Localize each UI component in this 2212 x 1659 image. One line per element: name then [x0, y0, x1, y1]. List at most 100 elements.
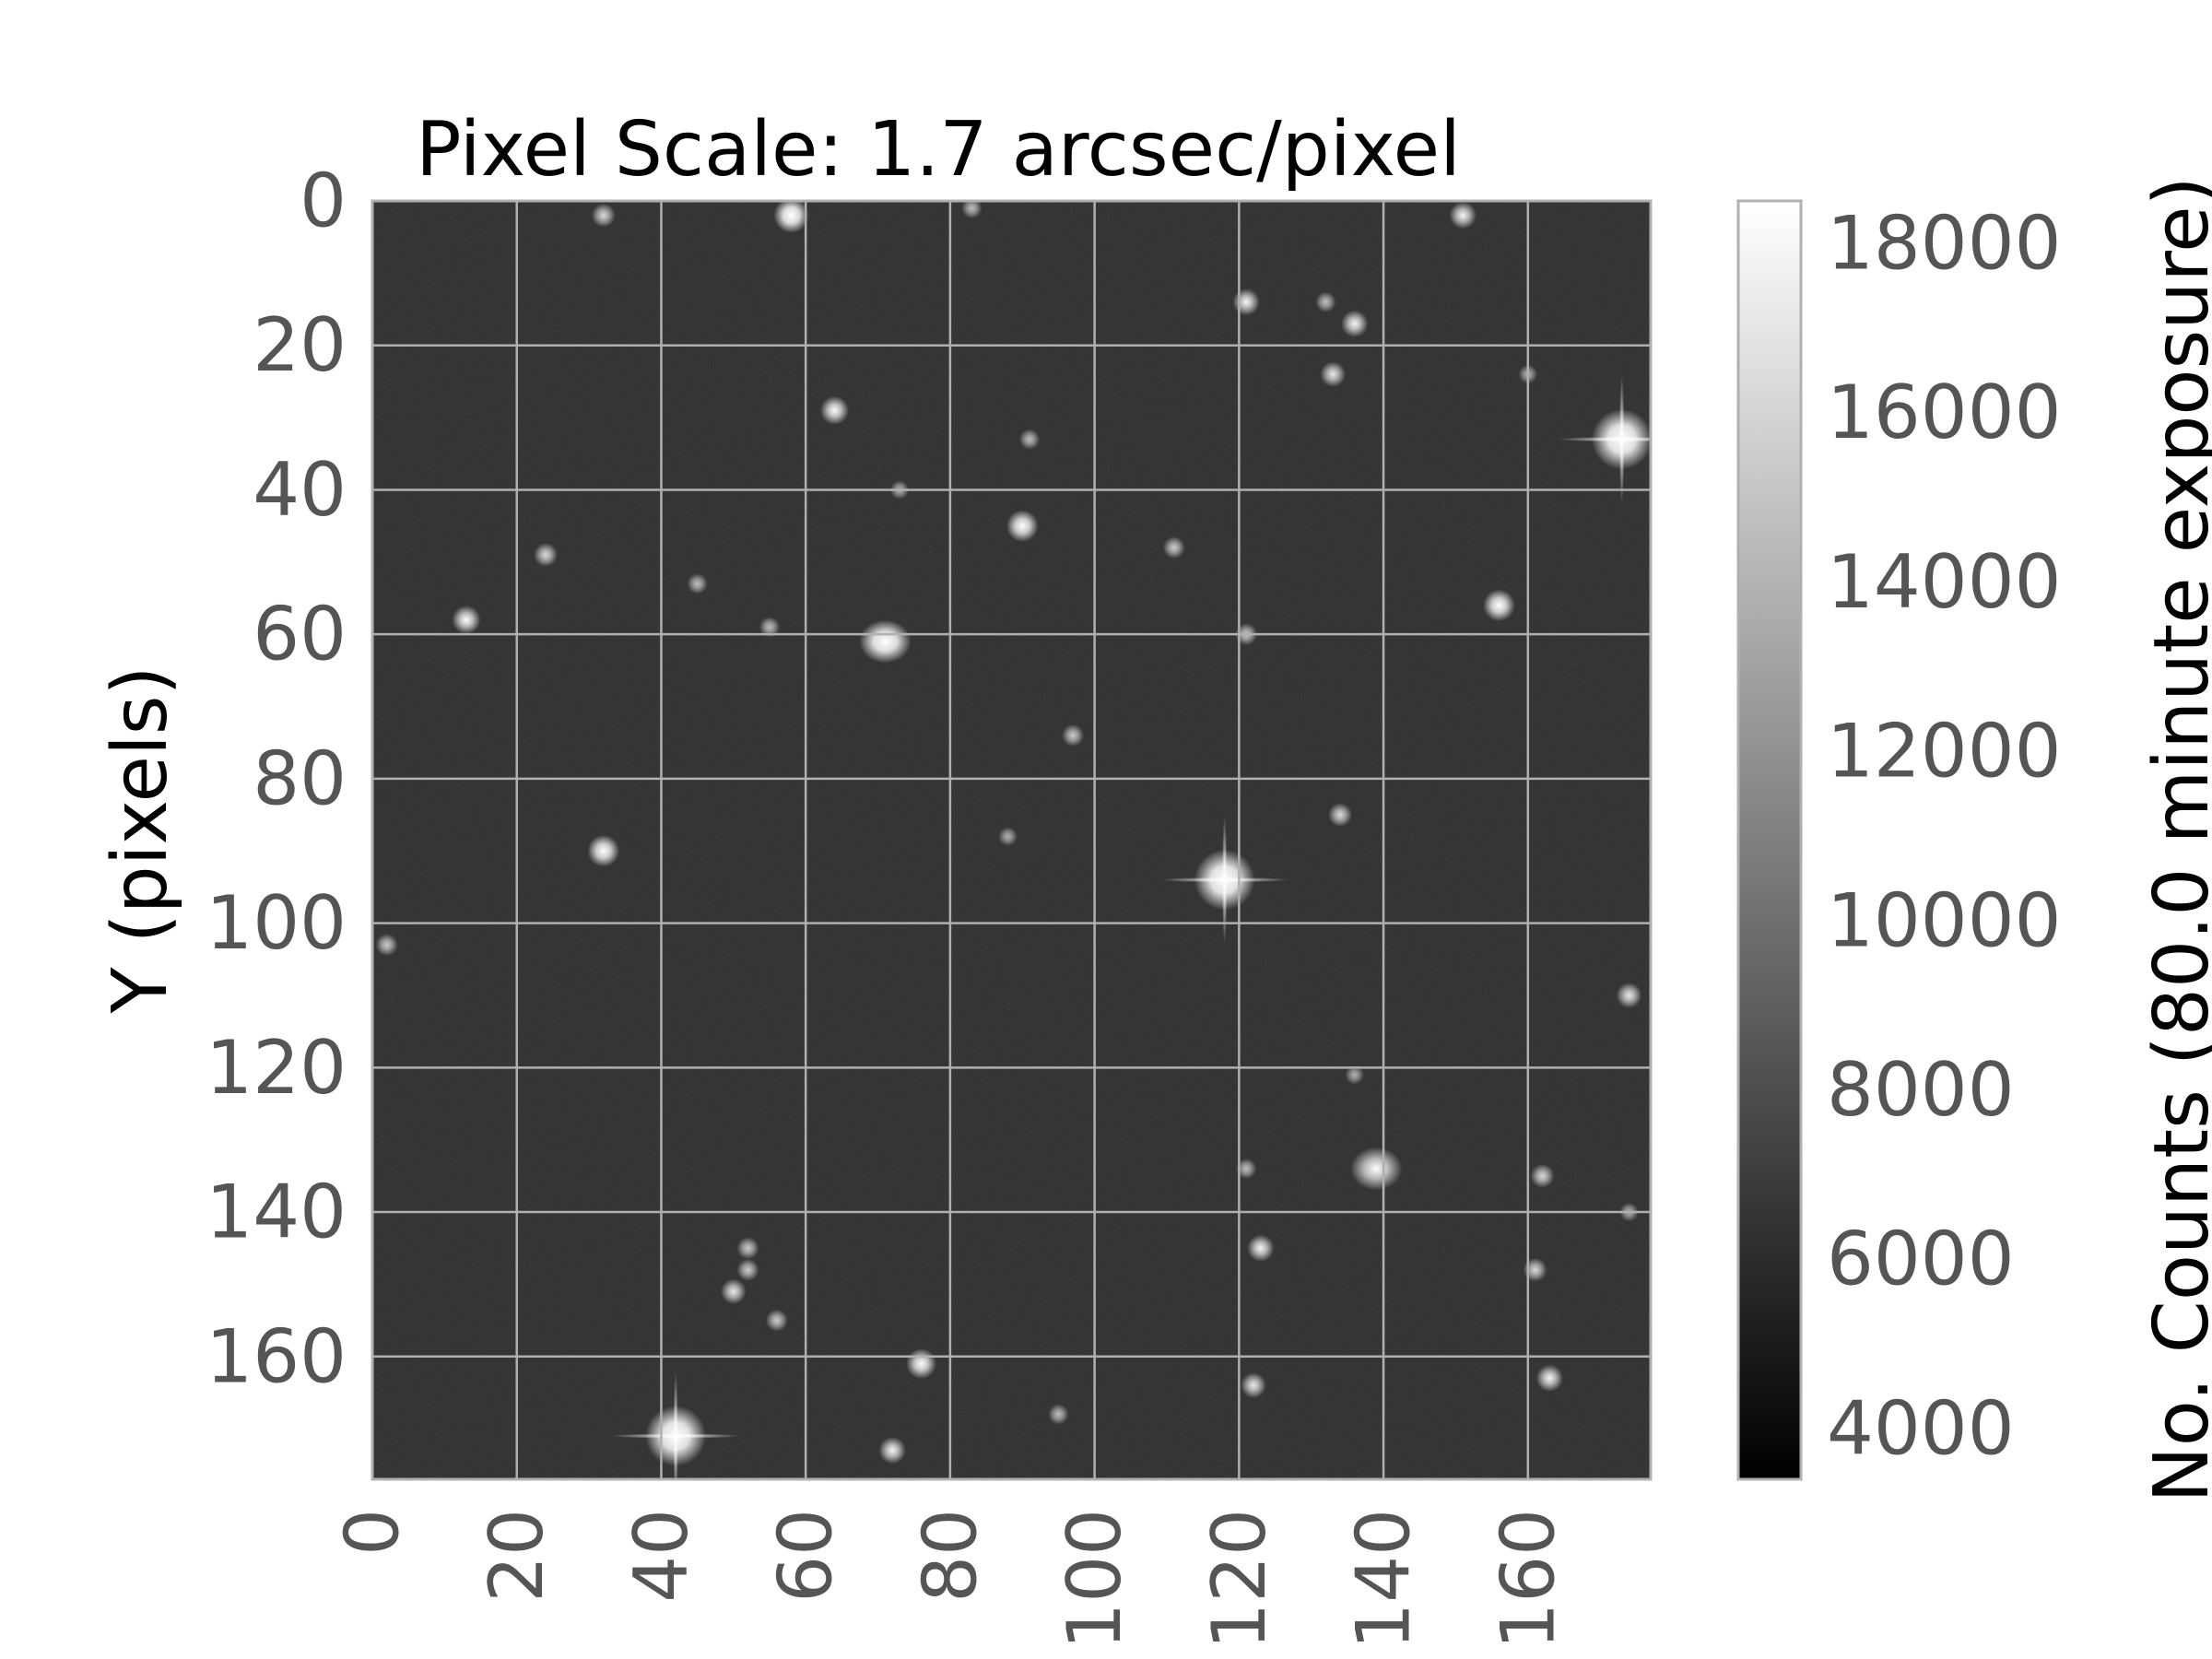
star [1340, 310, 1369, 337]
star [720, 1278, 747, 1305]
star [375, 934, 398, 957]
star-core [1345, 1065, 1365, 1085]
y-tick-label: 160 [206, 1313, 347, 1399]
star [961, 197, 982, 219]
star-core [819, 395, 850, 425]
star-core [587, 834, 620, 867]
colorbar: 4000 6000 8000 10000 12000 14000 16000 18000 [1736, 199, 2062, 1481]
star [1350, 1147, 1403, 1191]
image-frame [371, 199, 1653, 1481]
star [452, 605, 481, 635]
star-core [998, 827, 1018, 846]
star-core [1247, 1234, 1275, 1262]
star-core [773, 197, 809, 233]
star [1616, 982, 1642, 1008]
star [1062, 724, 1085, 747]
star [1483, 589, 1515, 622]
star [736, 1237, 759, 1260]
star-core [1535, 1364, 1564, 1393]
chart-title: Pixel Scale: 1.7 arcsec/pixel [416, 106, 1461, 194]
star-core [1483, 589, 1515, 622]
star [878, 1436, 906, 1465]
grid-layer [372, 201, 1651, 1479]
star [998, 827, 1018, 846]
star-core [645, 1406, 707, 1466]
x-tick-label: 140 [1341, 1509, 1427, 1650]
colorbar-tick-label: 10000 [1827, 877, 2062, 963]
star [765, 1309, 788, 1332]
star [587, 834, 620, 867]
star-core [859, 619, 912, 664]
star-core [961, 197, 982, 219]
star [591, 203, 616, 228]
x-tick-label: 80 [907, 1509, 993, 1603]
star-core [759, 617, 781, 638]
star [1557, 374, 1688, 505]
colorbar-tick-label: 16000 [1827, 370, 2062, 455]
colorbar-tick-label: 8000 [1827, 1047, 2015, 1133]
y-tick-label: 60 [253, 592, 347, 677]
y-tick-label: 0 [300, 159, 347, 244]
y-tick-label: 20 [253, 302, 347, 388]
x-tick-label: 40 [618, 1509, 704, 1603]
star [1320, 361, 1347, 387]
y-tick-label: 140 [206, 1170, 347, 1255]
star-core [1018, 429, 1041, 450]
star-core [1449, 201, 1477, 229]
colorbar-tick-label: 12000 [1827, 709, 2062, 794]
y-tick-label: 120 [206, 1025, 347, 1111]
star [1241, 1372, 1266, 1398]
star [1006, 510, 1039, 543]
star-core [906, 1348, 937, 1380]
star-core [720, 1278, 747, 1305]
x-tick-label: 120 [1196, 1509, 1282, 1650]
y-axis-label: Y (pixels) [97, 666, 184, 1015]
star [736, 1258, 759, 1281]
stars-layer [375, 197, 1688, 1501]
star-core [1530, 1163, 1555, 1188]
y-tick-label: 80 [253, 735, 347, 821]
y-tick-label: 40 [253, 447, 347, 533]
star [1345, 1065, 1365, 1085]
star [1523, 1257, 1547, 1282]
y-tick-label: 100 [206, 880, 347, 966]
star-core [1006, 510, 1039, 543]
x-tick-label: 0 [330, 1509, 416, 1556]
star [1315, 291, 1336, 312]
star-core [1241, 1372, 1266, 1398]
star-core [452, 605, 481, 635]
x-tick-labels: 0 20 40 60 80 100 120 140 160 [330, 1509, 1571, 1650]
star-core [765, 1309, 788, 1332]
star-core [534, 543, 559, 567]
colorbar-gradient [1736, 199, 1803, 1481]
star-core [878, 1436, 906, 1465]
colorbar-tick-label: 4000 [1827, 1385, 2015, 1471]
star [859, 619, 912, 664]
star [687, 573, 708, 594]
star [534, 543, 559, 567]
star-core [1232, 288, 1260, 316]
star-core [1350, 1147, 1403, 1191]
star [1535, 1364, 1564, 1393]
x-tick-label: 60 [763, 1509, 849, 1603]
colorbar-tick-label: 18000 [1827, 200, 2062, 286]
star [1328, 803, 1353, 828]
star [1048, 1404, 1069, 1425]
star [1449, 201, 1477, 229]
star-core [1591, 408, 1653, 470]
colorbar-tick-labels: 4000 6000 8000 10000 12000 14000 16000 18000 [1827, 200, 2062, 1471]
star [1232, 288, 1260, 316]
star-core [1328, 803, 1353, 828]
star-core [1523, 1257, 1547, 1282]
star-core [1340, 310, 1369, 337]
star-core [736, 1258, 759, 1281]
star-core [1194, 849, 1255, 911]
star-core [687, 573, 708, 594]
star-core [1616, 982, 1642, 1008]
x-tick-label: 100 [1052, 1509, 1137, 1650]
star [773, 197, 809, 233]
star-core [1320, 361, 1347, 387]
colorbar-tick-label: 14000 [1827, 539, 2062, 625]
x-tick-label: 160 [1485, 1509, 1571, 1650]
